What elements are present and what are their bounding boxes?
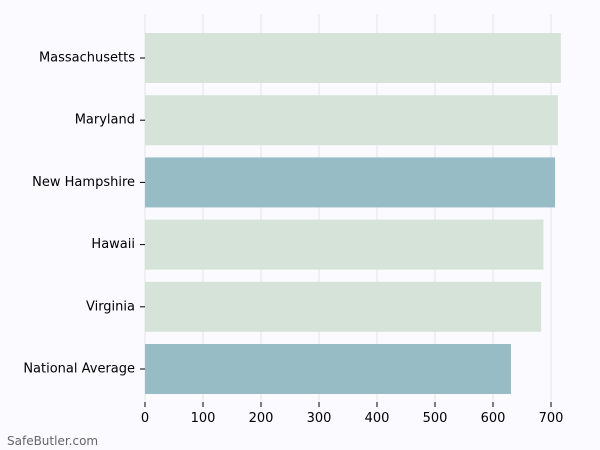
y-tick-label: Virginia	[86, 299, 135, 314]
y-tick-label: New Hampshire	[32, 175, 135, 190]
bar	[145, 33, 561, 83]
bar	[145, 281, 542, 332]
x-tick-label: 600	[481, 411, 506, 426]
y-tick-label: Hawaii	[91, 237, 135, 252]
bar	[145, 95, 558, 146]
y-tick-label: National Average	[23, 362, 135, 377]
x-tick-label: 400	[365, 411, 390, 426]
bar	[145, 219, 544, 270]
x-tick-label: 300	[307, 411, 332, 426]
y-tick-label: Maryland	[75, 113, 135, 128]
bar	[145, 157, 556, 208]
x-tick-label: 500	[423, 411, 448, 426]
x-tick-label: 200	[249, 411, 274, 426]
x-tick-label: 100	[191, 411, 216, 426]
y-tick-label: Massachusetts	[39, 51, 135, 66]
x-tick-label: 700	[539, 411, 564, 426]
x-tick-label: 0	[141, 411, 149, 426]
watermark: SafeButler.com	[7, 434, 99, 448]
bar	[145, 344, 511, 394]
